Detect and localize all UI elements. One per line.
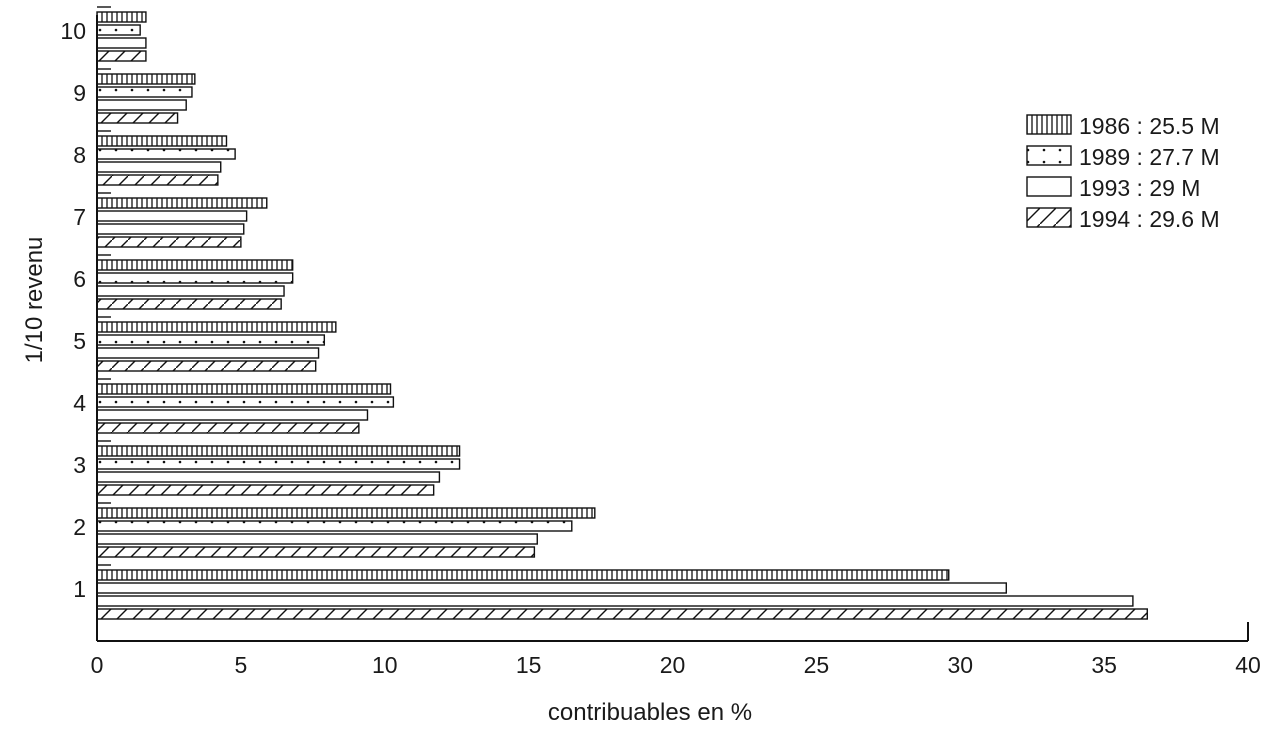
legend-swatch xyxy=(1026,176,1072,197)
bar-decile-3-series-3 xyxy=(96,471,441,483)
bar-decile-3-series-2 xyxy=(96,458,461,470)
bar-decile-8-series-2 xyxy=(96,148,236,160)
legend-swatch xyxy=(1026,145,1072,166)
bar-decile-5-series-4 xyxy=(96,360,317,372)
bar-decile-1-series-3 xyxy=(96,595,1134,607)
y-axis-title: 1/10 revenu xyxy=(21,237,48,364)
bar-decile-6-series-3 xyxy=(96,285,285,297)
bar-decile-4-series-2 xyxy=(96,396,395,408)
bar-decile-7-series-4 xyxy=(96,236,242,248)
bar-decile-8-series-4 xyxy=(96,174,219,186)
x-tick-label: 40 xyxy=(1235,652,1261,678)
y-tick-label: 7 xyxy=(73,204,86,230)
bar-decile-5-series-3 xyxy=(96,347,320,359)
y-tick-label: 1 xyxy=(73,576,86,602)
bar-decile-2-series-3 xyxy=(96,533,538,545)
bar-decile-7-series-3 xyxy=(96,223,245,235)
bar-decile-4-series-1 xyxy=(96,383,392,395)
bar-decile-7-series-2 xyxy=(96,210,248,222)
x-tick-labels: 0 5 10 15 20 25 30 35 40 xyxy=(91,652,1261,678)
bar-decile-10-series-2 xyxy=(96,24,141,36)
bar-decile-2-series-4 xyxy=(96,546,536,558)
legend: 1986 : 25.5 M 1989 : 27.7 M 1993 : 29 M 199… xyxy=(1026,113,1220,232)
y-tick-label: 10 xyxy=(60,18,86,44)
x-tick-label: 15 xyxy=(516,652,542,678)
bar-decile-6-series-1 xyxy=(96,259,294,271)
legend-label: 1989 : 27.7 M xyxy=(1079,144,1220,170)
x-tick-label: 35 xyxy=(1091,652,1117,678)
bar-decile-1-series-2 xyxy=(96,582,1007,594)
x-tick-label: 0 xyxy=(91,652,104,678)
bar-decile-8-series-1 xyxy=(96,135,228,147)
bar-decile-10-series-4 xyxy=(96,50,147,62)
legend-label: 1994 : 29.6 M xyxy=(1079,206,1220,232)
bar-decile-2-series-1 xyxy=(96,507,596,519)
legend-swatch xyxy=(1026,114,1072,135)
bar-decile-6-series-2 xyxy=(96,272,294,284)
bar-decile-1-series-4 xyxy=(96,608,1148,620)
bar-decile-1-series-1 xyxy=(96,569,950,581)
y-tick-label: 8 xyxy=(73,142,86,168)
y-tick-label: 6 xyxy=(73,266,86,292)
bar-decile-9-series-4 xyxy=(96,112,179,124)
bar-decile-10-series-3 xyxy=(96,37,147,49)
legend-label: 1986 : 25.5 M xyxy=(1079,113,1220,139)
y-tick-label: 3 xyxy=(73,452,86,478)
bar-decile-8-series-3 xyxy=(96,161,222,173)
y-tick-label: 4 xyxy=(73,390,86,416)
y-tick-label: 9 xyxy=(73,80,86,106)
bar-decile-9-series-3 xyxy=(96,99,187,111)
x-tick-label: 5 xyxy=(234,652,247,678)
bar-decile-9-series-1 xyxy=(96,73,196,85)
bar-decile-7-series-1 xyxy=(96,197,268,209)
x-tick-label: 25 xyxy=(804,652,830,678)
bar-decile-6-series-4 xyxy=(96,298,282,310)
bar-decile-5-series-1 xyxy=(96,321,337,333)
bar-decile-2-series-2 xyxy=(96,520,573,532)
bar-decile-10-series-1 xyxy=(96,11,147,23)
bars-group xyxy=(96,6,1148,620)
x-tick-label: 10 xyxy=(372,652,398,678)
x-tick-label: 30 xyxy=(947,652,973,678)
bar-decile-3-series-1 xyxy=(96,445,461,457)
x-axis-title: contribuables en % xyxy=(548,699,752,726)
bar-decile-4-series-4 xyxy=(96,422,360,434)
y-tick-label: 5 xyxy=(73,328,86,354)
y-tick-labels: 1 2 3 4 5 6 7 8 9 10 xyxy=(60,18,86,602)
bar-decile-4-series-3 xyxy=(96,409,369,421)
legend-label: 1993 : 29 M xyxy=(1079,175,1200,201)
y-tick-label: 2 xyxy=(73,514,86,540)
x-tick-label: 20 xyxy=(660,652,686,678)
bar-decile-9-series-2 xyxy=(96,86,193,98)
bar-decile-5-series-2 xyxy=(96,334,326,346)
bar-decile-3-series-4 xyxy=(96,484,435,496)
legend-swatch xyxy=(1026,207,1072,228)
